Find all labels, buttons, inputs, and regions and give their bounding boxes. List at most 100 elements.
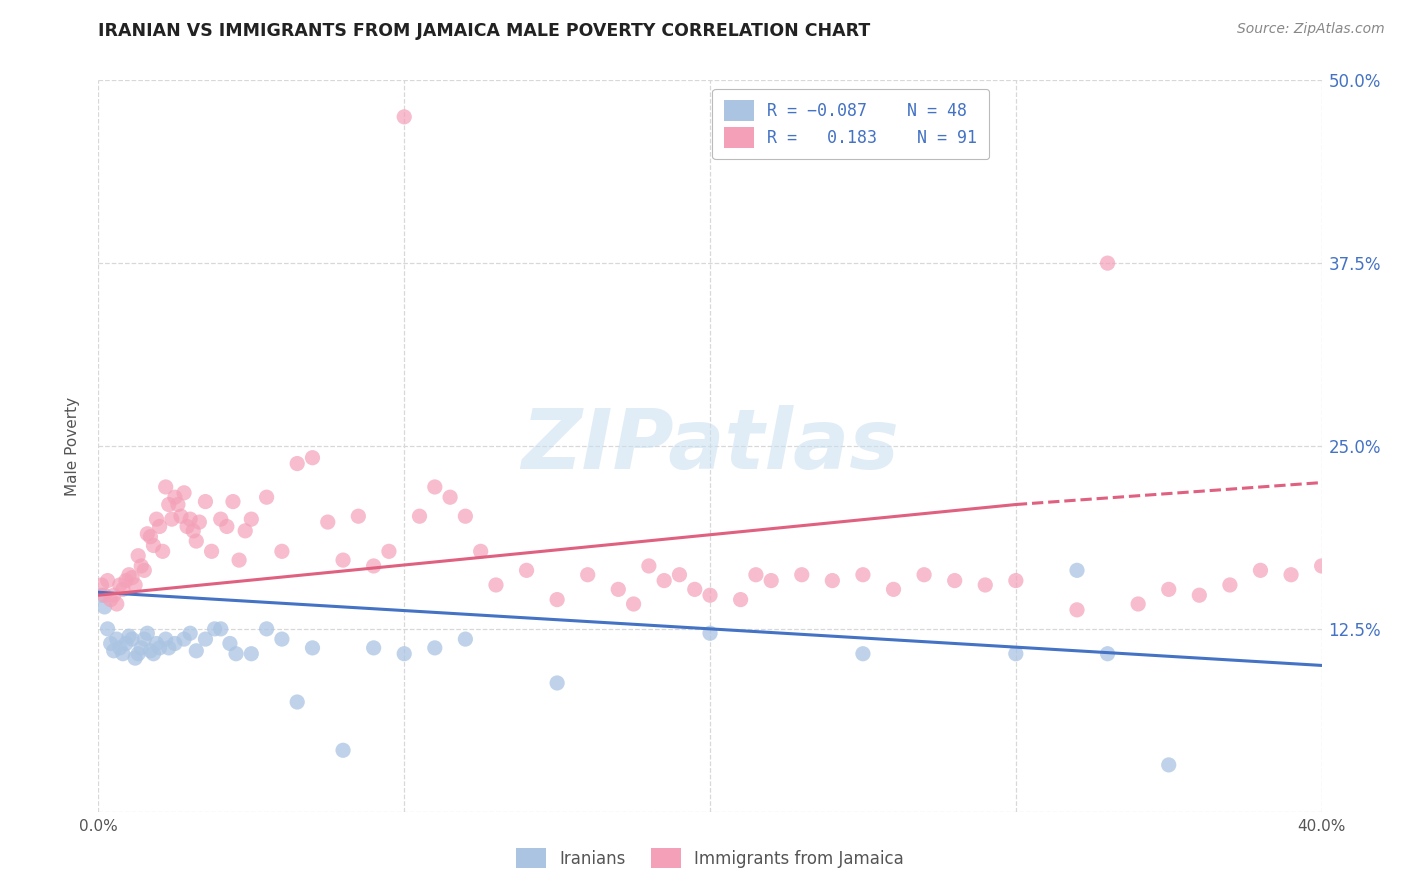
Point — [363, 558, 385, 573]
Point — [316, 515, 339, 529]
Point — [179, 512, 201, 526]
Point — [821, 574, 844, 588]
Point — [179, 626, 201, 640]
Point — [173, 485, 195, 500]
Point — [1219, 578, 1241, 592]
Point — [163, 636, 186, 650]
Point — [668, 567, 690, 582]
Point — [301, 640, 323, 655]
Point — [1279, 567, 1302, 582]
Point — [103, 644, 125, 658]
Point — [1097, 256, 1119, 270]
Point — [160, 512, 183, 526]
Point — [186, 534, 208, 549]
Point — [392, 110, 416, 124]
Point — [127, 549, 149, 563]
Text: Source: ZipAtlas.com: Source: ZipAtlas.com — [1237, 22, 1385, 37]
Point — [228, 553, 250, 567]
Point — [163, 490, 186, 504]
Point — [93, 588, 115, 602]
Point — [215, 519, 238, 533]
Point — [155, 632, 177, 646]
Point — [454, 632, 477, 646]
Point — [1128, 597, 1150, 611]
Point — [392, 647, 416, 661]
Point — [439, 490, 461, 504]
Point — [256, 490, 278, 504]
Point — [200, 544, 222, 558]
Point — [170, 509, 193, 524]
Point — [186, 644, 208, 658]
Point — [652, 574, 675, 588]
Point — [111, 582, 134, 597]
Point — [134, 632, 156, 646]
Point — [100, 636, 122, 650]
Point — [173, 632, 195, 646]
Point — [121, 571, 143, 585]
Point — [90, 588, 112, 602]
Point — [108, 578, 131, 592]
Point — [1249, 563, 1271, 577]
Point — [1341, 563, 1364, 577]
Legend: Iranians, Immigrants from Jamaica: Iranians, Immigrants from Jamaica — [508, 839, 912, 877]
Point — [121, 632, 143, 646]
Point — [852, 647, 875, 661]
Point — [332, 743, 354, 757]
Point — [167, 498, 190, 512]
Point — [1157, 582, 1180, 597]
Point — [285, 457, 308, 471]
Point — [546, 592, 568, 607]
Point — [97, 622, 120, 636]
Point — [136, 626, 159, 640]
Point — [100, 592, 122, 607]
Point — [285, 695, 308, 709]
Point — [240, 512, 263, 526]
Point — [108, 640, 131, 655]
Point — [152, 544, 174, 558]
Point — [103, 588, 125, 602]
Point — [155, 480, 177, 494]
Point — [93, 599, 115, 614]
Point — [256, 622, 278, 636]
Point — [145, 636, 167, 650]
Point — [181, 524, 204, 538]
Point — [142, 647, 165, 661]
Point — [139, 530, 162, 544]
Point — [157, 498, 180, 512]
Point — [759, 574, 782, 588]
Point — [90, 578, 112, 592]
Text: ZIPatlas: ZIPatlas — [522, 406, 898, 486]
Point — [139, 644, 162, 658]
Point — [127, 647, 149, 661]
Point — [1310, 558, 1333, 573]
Point — [115, 574, 138, 588]
Point — [209, 512, 232, 526]
Point — [111, 647, 134, 661]
Point — [1004, 574, 1026, 588]
Point — [423, 480, 446, 494]
Point — [912, 567, 935, 582]
Point — [115, 636, 138, 650]
Point — [347, 509, 370, 524]
Point — [1188, 588, 1211, 602]
Point — [699, 588, 721, 602]
Point — [943, 574, 966, 588]
Point — [790, 567, 813, 582]
Point — [883, 582, 905, 597]
Point — [188, 515, 211, 529]
Point — [1371, 549, 1393, 563]
Point — [118, 567, 141, 582]
Point — [576, 567, 599, 582]
Point — [332, 553, 354, 567]
Point — [546, 676, 568, 690]
Point — [176, 519, 198, 533]
Point — [145, 512, 167, 526]
Point — [222, 494, 245, 508]
Point — [233, 524, 256, 538]
Point — [149, 640, 172, 655]
Point — [129, 558, 152, 573]
Point — [157, 640, 180, 655]
Point — [408, 509, 430, 524]
Point — [1066, 603, 1088, 617]
Point — [1066, 563, 1088, 577]
